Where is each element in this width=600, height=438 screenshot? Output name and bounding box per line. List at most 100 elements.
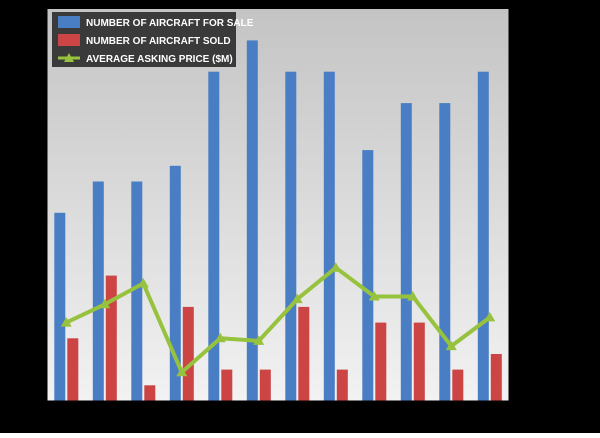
x-tick-label: FEB 2020	[480, 407, 502, 428]
x-tick-month: SEP	[287, 406, 298, 426]
x-tick-year: 2019	[260, 407, 271, 428]
bar-for-sale	[131, 181, 143, 401]
x-tick-year: 2019	[67, 407, 78, 428]
x-tick-year: 2019	[337, 407, 348, 428]
x-tick-month: FEB	[480, 407, 491, 426]
x-tick-month: APR	[95, 407, 106, 427]
legend-swatch	[58, 34, 80, 46]
x-tick-label: JUL 2019	[210, 407, 232, 428]
y2-tick-label: $4,000,000	[516, 397, 566, 408]
price-line	[65, 265, 491, 375]
bar-sold	[298, 306, 310, 401]
bar-sold	[452, 369, 464, 401]
legend: NUMBER OF AIRCRAFT FOR SALE NUMBER OF AIR…	[52, 12, 254, 67]
y2-tick-label: $5,200,000	[516, 83, 566, 94]
y-tick-label: 20	[28, 82, 40, 94]
x-tick-month: AUG	[249, 407, 260, 428]
x-tick-month: JUL	[210, 407, 221, 425]
x-tick-label: NOV 2019	[364, 406, 386, 428]
y-axis-title: NUMBER OF KING AIR 350i AIRCRAFT	[11, 108, 23, 301]
legend-box	[52, 12, 236, 67]
bar-sold	[336, 369, 348, 401]
x-tick-year: 2019	[221, 407, 232, 428]
x-tick-month: DEC	[403, 407, 414, 427]
y2-tick-label: $5,400,000	[516, 31, 566, 42]
line-layer	[60, 262, 496, 377]
legend-label: NUMBER OF AIRCRAFT FOR SALE	[86, 18, 254, 29]
y2-tick-label: $5,000,000	[516, 136, 566, 147]
price-point	[99, 298, 111, 309]
legend-marker	[64, 53, 74, 62]
bar-for-sale	[439, 103, 451, 401]
x-tick-year: 2019	[298, 407, 309, 428]
x-tick-year: 2019	[414, 407, 425, 428]
legend-label: AVERAGE ASKING PRICE ($M)	[86, 54, 233, 65]
x-tick-month: OCT	[326, 407, 337, 427]
bar-for-sale	[285, 71, 297, 401]
price-point	[368, 290, 380, 301]
bar-sold	[144, 385, 156, 401]
bar-sold	[67, 338, 79, 401]
bar-for-sale	[54, 212, 66, 401]
x-tick-label: SEP 2019	[287, 406, 309, 428]
bar-for-sale	[246, 40, 258, 402]
legend-swatch	[58, 16, 80, 28]
y-tick-label: 15	[28, 161, 40, 173]
price-point	[214, 332, 226, 343]
y-tick-label: 25	[28, 4, 40, 16]
axes-layer: 0 5 10 15 20 25 $4,000,000 $4,200,000 $4,400,000…	[11, 4, 591, 429]
price-point	[330, 262, 342, 272]
x-tick-year: 2019	[144, 407, 155, 428]
bar-for-sale	[323, 71, 335, 401]
y2-tick-label: $4,600,000	[516, 240, 566, 251]
bar-for-sale	[92, 181, 104, 401]
bar-sold	[490, 354, 502, 401]
x-tick-month: MAY	[133, 406, 144, 427]
x-tick-label: AUG 2019	[249, 407, 271, 428]
bar-sold	[182, 306, 194, 401]
legend-label: NUMBER OF AIRCRAFT SOLD	[86, 36, 231, 47]
price-point	[291, 293, 303, 304]
bar-sold	[375, 322, 387, 401]
x-tick-label: OCT 2019	[326, 407, 348, 428]
x-tick-label: APR 2019	[95, 407, 117, 428]
x-tick-label: DEC 2019	[403, 407, 425, 428]
bar-sold	[105, 275, 117, 401]
bar-sold	[413, 322, 425, 401]
bar-sold	[221, 369, 233, 401]
y-tick-label: 10	[28, 239, 40, 251]
x-tick-label: MAR 2019	[56, 407, 78, 429]
x-tick-month: NOV	[364, 406, 375, 427]
bar-sold	[259, 369, 271, 401]
x-tick-month: JUN	[172, 407, 183, 426]
price-point	[445, 340, 457, 351]
y-tick-label: 0	[34, 396, 40, 408]
x-tick-year: 2019	[183, 407, 194, 428]
y2-axis-title: PRICE ($M)	[579, 177, 591, 234]
bar-for-sale	[362, 150, 374, 401]
bar-for-sale	[208, 71, 220, 401]
x-tick-year: 2020	[452, 407, 463, 428]
x-tick-year: 2019	[375, 407, 386, 428]
bar-for-sale	[477, 71, 489, 401]
price-point	[137, 277, 149, 288]
price-point	[176, 366, 188, 377]
x-tick-label: JAN 2020	[441, 407, 463, 428]
x-tick-label: MAY 2019	[133, 406, 155, 428]
x-tick-month: MAR	[56, 407, 67, 429]
plot-area	[47, 9, 509, 401]
x-tick-year: 2020	[491, 407, 502, 428]
x-tick-year: 2019	[106, 407, 117, 428]
y2-tick-label: $4,800,000	[516, 188, 566, 199]
x-tick-label: JUN 2019	[172, 407, 194, 428]
bar-for-sale	[169, 165, 181, 401]
price-point	[253, 335, 265, 345]
y-tick-label: 5	[34, 318, 40, 330]
bars-layer	[54, 40, 502, 402]
price-point	[484, 311, 496, 322]
y2-tick-label: $4,200,000	[516, 345, 566, 356]
x-tick-month: JAN	[441, 407, 452, 426]
bar-for-sale	[400, 103, 412, 401]
